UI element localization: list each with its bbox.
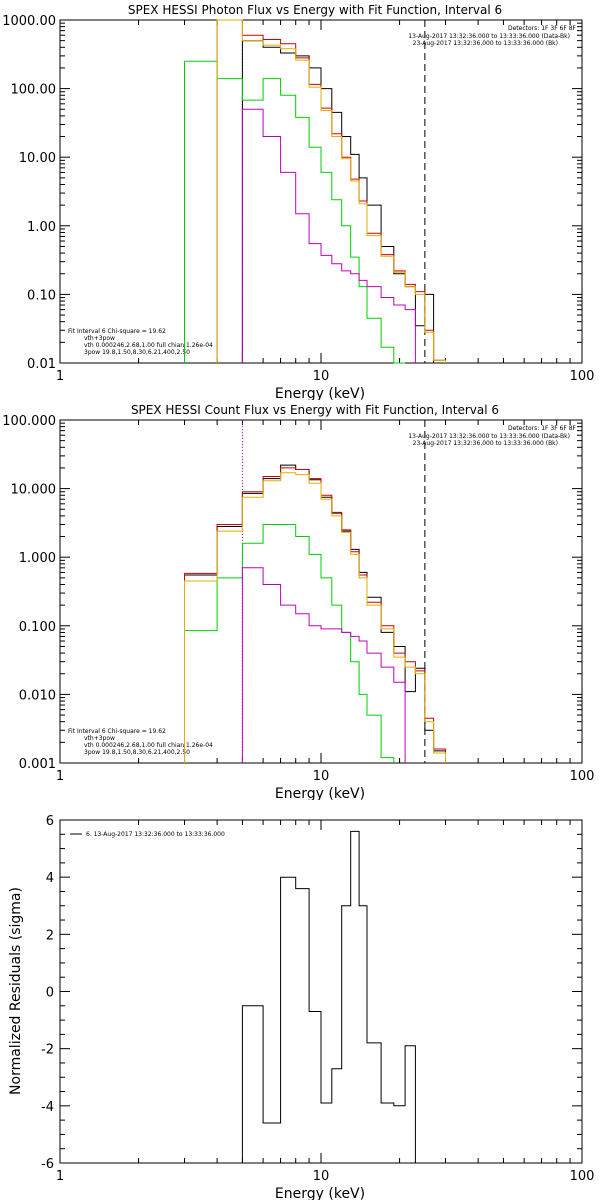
y-tick-label: 4 — [46, 871, 54, 886]
header-line-data: 13-Aug-2017 13:32:36.000 to 13:33:36.000… — [408, 433, 570, 440]
header-line-detectors: Detectors: 1F 3F 6F 8F — [508, 25, 577, 32]
y-tick-label: 1.000 — [19, 551, 56, 566]
fit-text-vth: vth 0.000246,2.68,1.00 full chian 1.26e-… — [84, 342, 213, 349]
y-tick-label: 0.10 — [27, 288, 56, 303]
chart-title: SPEX HESSI Photon Flux vs Energy with Fi… — [128, 3, 502, 17]
series-3pow — [216, 19, 446, 363]
fit-text-vth: vth 0.000246,2.68,1.00 full chian 1.26e-… — [84, 742, 213, 749]
fit-text-3pow: 3pow 19.8,1.50,8.30,6.21,400,2.50 — [84, 349, 190, 356]
y-tick-label: 0.100 — [19, 620, 56, 635]
fit-text-interval: Fit Interval 6 Chi-square = 19.62 — [68, 728, 166, 735]
fit-text-interval: Fit Interval 6 Chi-square = 19.62 — [68, 328, 166, 335]
x-axis-label: Energy (keV) — [275, 386, 365, 400]
header-line-data: 13-Aug-2017 13:32:36.000 to 13:33:36.000… — [408, 33, 570, 40]
residuals-legend-text: 6. 13-Aug-2017 13:32:36.000 to 13:33:36.… — [86, 831, 225, 838]
y-tick-label: -6 — [41, 1157, 54, 1172]
y-tick-label: 0 — [46, 986, 54, 1001]
fit-legend: Fit Interval 6 Chi-square = 19.62 vth+3p… — [68, 328, 213, 356]
header-line-bk: 23-Aug-2017 13:32:36.000 to 13:33:36.000… — [413, 40, 558, 47]
x-tick-label: 1 — [56, 769, 64, 784]
series-pow — [241, 567, 406, 763]
y-tick-label: 2 — [46, 928, 54, 943]
y-tick-label: 10.000 — [11, 483, 57, 498]
series-data-bk — [241, 40, 446, 364]
series-vth — [184, 60, 406, 364]
series-residuals — [241, 830, 416, 1163]
series-pow — [241, 108, 416, 363]
series-data-bk — [184, 464, 446, 763]
y-tick-label: 100.00 — [11, 83, 57, 98]
x-tick-label: 1 — [56, 1169, 64, 1184]
fit-text-model: vth+3pow — [84, 335, 115, 342]
x-tick-label: 10 — [313, 769, 330, 784]
y-tick-label: 6 — [46, 814, 54, 829]
y-tick-label: -4 — [41, 1100, 54, 1115]
photon-flux-chart: SPEX HESSI Photon Flux vs Energy with Fi… — [2, 3, 594, 400]
y-tick-label: 1.00 — [27, 220, 56, 235]
header-legend: Detectors: 1F 3F 6F 8F 13-Aug-2017 13:32… — [408, 25, 576, 47]
x-axis-label: Energy (keV) — [275, 1186, 365, 1200]
x-tick-label: 100 — [570, 769, 595, 784]
y-tick-label: 0.01 — [27, 357, 56, 372]
x-tick-label: 100 — [570, 369, 595, 384]
x-tick-label: 1 — [56, 369, 64, 384]
y-tick-label: 10.00 — [19, 151, 56, 166]
residuals-chart: Energy (keV) Normalized Residuals (sigma… — [8, 814, 594, 1200]
header-line-bk: 23-Aug-2017 13:32:36.000 to 13:33:36.000… — [413, 440, 558, 447]
series-vth-3pow — [184, 467, 446, 763]
fit-text-3pow: 3pow 19.8,1.50,8.30,6.21,400,2.50 — [84, 749, 190, 756]
chart-title: SPEX HESSI Count Flux vs Energy with Fit… — [131, 403, 499, 417]
x-tick-label: 10 — [313, 1169, 330, 1184]
fit-legend: Fit Interval 6 Chi-square = 19.62 vth+3p… — [68, 728, 213, 756]
header-line-detectors: Detectors: 1F 3F 6F 8F — [508, 425, 577, 432]
count-flux-chart: SPEX HESSI Count Flux vs Energy with Fit… — [2, 403, 594, 800]
axes-group: 1 10 100 6 4 2 0 -2 -4 -6 — [41, 814, 594, 1184]
y-tick-label: 100.000 — [2, 414, 56, 429]
header-legend: Detectors: 1F 3F 6F 8F 13-Aug-2017 13:32… — [408, 425, 576, 447]
plot-frame — [59, 819, 583, 1164]
y-tick-label: 0.001 — [19, 757, 56, 772]
y-axis-label: Normalized Residuals (sigma) — [8, 887, 24, 1095]
y-tick-label: 0.010 — [19, 688, 56, 703]
plot-frame — [59, 419, 583, 764]
x-axis-label: Energy (keV) — [275, 786, 365, 800]
y-tick-label: 1000.00 — [2, 14, 56, 29]
axes-group: 1 10 100 100.000 10.000 1.000 0.100 0.010 0.001 — [2, 414, 594, 784]
fit-text-model: vth+3pow — [84, 735, 115, 742]
x-tick-label: 10 — [313, 369, 330, 384]
y-tick-label: -2 — [41, 1043, 54, 1058]
series-vth — [184, 524, 395, 763]
x-tick-label: 100 — [570, 1169, 595, 1184]
axes-group: 1 10 100 1000.00 100.00 10.00 1.00 0.10 0.01 — [2, 14, 594, 384]
series-3pow — [184, 472, 446, 763]
